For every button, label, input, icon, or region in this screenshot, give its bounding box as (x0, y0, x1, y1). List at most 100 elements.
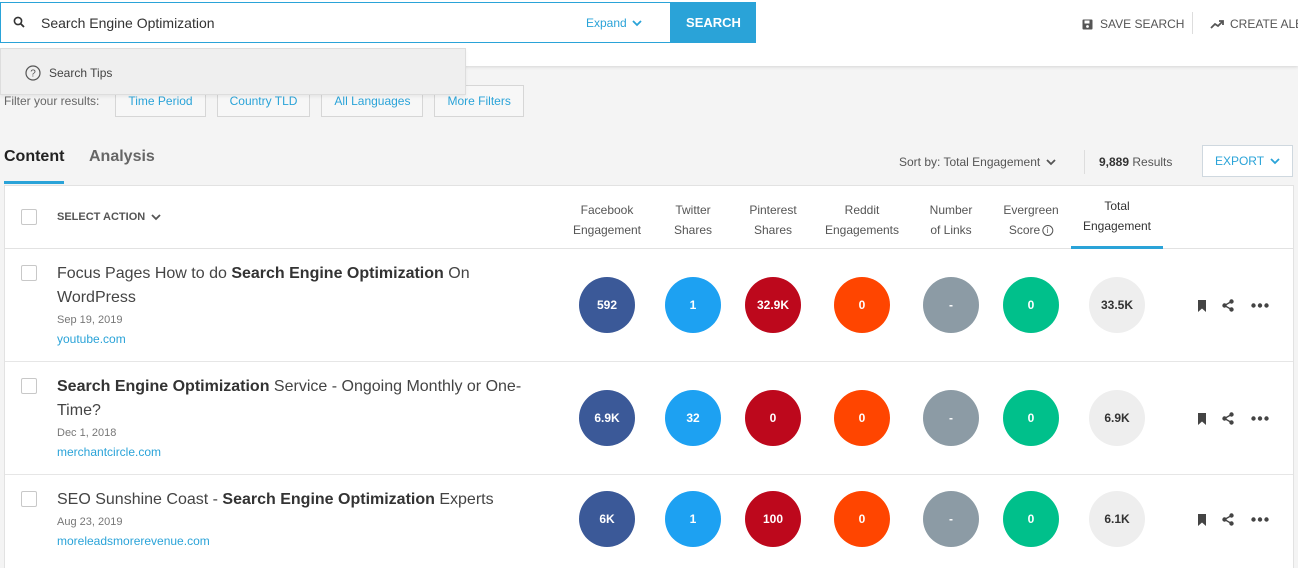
table-row: SEO Sunshine Coast - Search Engine Optim… (5, 475, 1293, 568)
save-icon (1082, 19, 1093, 29)
active-tab-indicator (4, 181, 64, 184)
evergreen-score-badge[interactable]: 0 (1003, 277, 1059, 333)
expand-toggle[interactable]: Expand (586, 16, 642, 30)
col-twitter-shares[interactable]: Twitter Shares (674, 200, 712, 240)
col-number-of-links[interactable]: Number of Links (930, 200, 973, 240)
bookmark-icon[interactable] (1197, 413, 1207, 425)
pinterest-shares-badge[interactable]: 0 (745, 390, 801, 446)
col-pinterest-shares[interactable]: Pinterest Shares (749, 200, 796, 240)
facebook-engagement-badge[interactable]: 592 (579, 277, 635, 333)
evergreen-score-badge[interactable]: 0 (1003, 491, 1059, 547)
search-input[interactable] (41, 13, 561, 33)
facebook-engagement-badge[interactable]: 6K (579, 491, 635, 547)
filter-bar: Filter your results: Time Period Country… (4, 85, 535, 117)
article-domain[interactable]: moreleadsmorerevenue.com (57, 534, 210, 548)
share-icon[interactable] (1222, 513, 1234, 526)
pinterest-shares-badge[interactable]: 32.9K (745, 277, 801, 333)
col-reddit-line2: Engagements (824, 223, 900, 237)
export-label: EXPORT (1214, 154, 1265, 168)
article-title[interactable]: SEO Sunshine Coast - Search Engine Optim… (57, 488, 537, 512)
article-domain[interactable]: youtube.com (57, 332, 126, 346)
number-of-links-badge[interactable]: - (923, 491, 979, 547)
chevron-down-icon (151, 213, 161, 220)
title-highlight: Search Engine Optimization (222, 491, 435, 508)
export-button[interactable]: EXPORT (1202, 145, 1293, 177)
top-bar: Expand SEARCH SAVE SEARCH CREATE ALE (0, 0, 1298, 66)
search-button[interactable]: SEARCH (671, 2, 756, 43)
title-text: Experts (434, 491, 494, 508)
create-alert-button[interactable]: CREATE ALE (1210, 17, 1298, 31)
twitter-shares-badge[interactable]: 1 (665, 491, 721, 547)
total-engagement-badge[interactable]: 6.1K (1089, 491, 1145, 547)
twitter-shares-badge[interactable]: 32 (665, 390, 721, 446)
save-search-button[interactable]: SAVE SEARCH (1082, 17, 1184, 31)
filter-label: Filter your results: (4, 94, 100, 108)
more-options-icon[interactable] (1251, 517, 1269, 522)
col-evergreen-line2: Score (1008, 223, 1041, 237)
pinterest-shares-badge[interactable]: 100 (745, 491, 801, 547)
reddit-engagements-badge[interactable]: 0 (834, 491, 890, 547)
article-title[interactable]: Search Engine Optimization Service - Ong… (57, 375, 537, 423)
col-evergreen-line2-wrap: Score i (1003, 220, 1058, 240)
toolbar-divider (1084, 150, 1085, 174)
article-domain[interactable]: merchantcircle.com (57, 445, 162, 459)
col-evergreen-score[interactable]: Evergreen Score i (1003, 200, 1058, 240)
col-evergreen-line1: Evergreen (1003, 203, 1059, 217)
col-twitter-line1: Twitter (675, 203, 711, 217)
table-row: Focus Pages How to do Search Engine Opti… (5, 249, 1293, 362)
number-of-links-badge[interactable]: - (923, 277, 979, 333)
select-action-dropdown[interactable]: SELECT ACTION (57, 211, 161, 223)
title-text: SEO Sunshine Coast - (57, 491, 223, 508)
sort-label: Sort by: Total Engagement (899, 155, 1041, 169)
table-row: Search Engine Optimization Service - Ong… (5, 362, 1293, 475)
total-engagement-badge[interactable]: 33.5K (1089, 277, 1145, 333)
more-options-icon[interactable] (1251, 303, 1269, 308)
col-pinterest-line1: Pinterest (749, 203, 797, 217)
search-tips-label: Search Tips (49, 66, 113, 80)
total-engagement-badge[interactable]: 6.9K (1089, 390, 1145, 446)
search-box[interactable]: Expand (0, 2, 671, 43)
select-all-checkbox[interactable] (21, 209, 37, 225)
tab-content[interactable]: Content (4, 148, 65, 165)
expand-label: Expand (586, 16, 627, 30)
article-title[interactable]: Focus Pages How to do Search Engine Opti… (57, 262, 537, 310)
row-checkbox[interactable] (21, 491, 37, 507)
reddit-engagements-badge[interactable]: 0 (834, 390, 890, 446)
col-links-line2: of Links (930, 223, 972, 237)
title-text: On WordPress (57, 265, 470, 306)
col-facebook-line2: Engagement (572, 223, 642, 237)
col-reddit-engagements[interactable]: Reddit Engagements (825, 200, 899, 240)
row-checkbox[interactable] (21, 265, 37, 281)
bookmark-icon[interactable] (1197, 514, 1207, 526)
col-twitter-line2: Shares (673, 223, 713, 237)
tab-analysis[interactable]: Analysis (89, 148, 155, 165)
col-facebook-engagement[interactable]: Facebook Engagement (573, 200, 641, 240)
col-reddit-line1: Reddit (844, 203, 880, 217)
row-checkbox[interactable] (21, 378, 37, 394)
number-of-links-badge[interactable]: - (923, 390, 979, 446)
search-icon (13, 16, 25, 28)
facebook-engagement-badge[interactable]: 6.9K (579, 390, 635, 446)
info-icon[interactable]: i (1042, 225, 1054, 236)
title-highlight: Search Engine Optimization (231, 265, 444, 282)
share-icon[interactable] (1222, 412, 1234, 425)
more-options-icon[interactable] (1251, 416, 1269, 421)
bookmark-icon[interactable] (1197, 300, 1207, 312)
sorted-column-indicator (1071, 246, 1163, 249)
evergreen-score-badge[interactable]: 0 (1003, 390, 1059, 446)
sort-dropdown[interactable]: Sort by: Total Engagement (899, 155, 1056, 169)
header-divider (1192, 12, 1193, 34)
twitter-shares-badge[interactable]: 1 (665, 277, 721, 333)
article-date: Aug 23, 2019 (57, 516, 123, 528)
reddit-engagements-badge[interactable]: 0 (834, 277, 890, 333)
search-tips-item[interactable]: ? Search Tips (25, 65, 112, 81)
share-icon[interactable] (1222, 299, 1234, 312)
chevron-down-icon (1270, 157, 1280, 164)
col-total-engagement[interactable]: Total Engagement (1083, 196, 1151, 236)
article-date: Sep 19, 2019 (57, 314, 123, 326)
results-count: 9,889 Results (1099, 155, 1172, 169)
create-alert-label: CREATE ALE (1230, 17, 1298, 31)
article-date: Dec 1, 2018 (57, 427, 117, 439)
col-links-line1: Number (929, 203, 973, 217)
title-highlight: Search Engine Optimization (57, 378, 270, 395)
